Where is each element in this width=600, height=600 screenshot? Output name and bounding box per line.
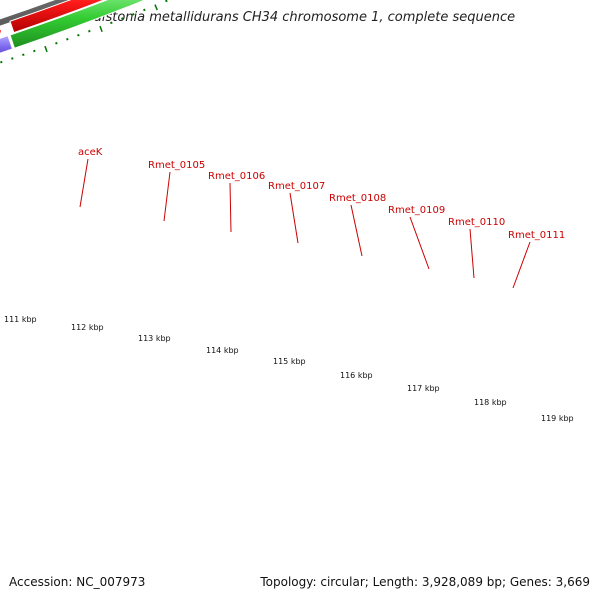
tick-mark — [154, 4, 158, 11]
gene-label: Rmet_0108 — [329, 193, 386, 204]
gene-label: Rmet_0107 — [268, 181, 325, 192]
gene-label-leader — [229, 182, 232, 233]
cds-arrow — [9, 0, 106, 34]
gene-block-left-edge — [0, 35, 14, 54]
tick-mark — [22, 53, 25, 57]
kbp-label: 117 kbp — [407, 384, 440, 393]
tick-mark — [143, 8, 146, 12]
gene-label-leader — [409, 216, 430, 270]
kbp-label: 119 kbp — [541, 414, 574, 423]
tick-mark — [165, 0, 168, 3]
tick-mark — [33, 49, 36, 53]
accession-text: Accession: NC_007973 — [9, 575, 146, 589]
tick-mark — [77, 33, 80, 37]
topology-text: Topology: circular; Length: 3,928,089 bp… — [260, 575, 590, 589]
tick-mark — [88, 29, 91, 33]
tick-mark — [121, 17, 124, 20]
gene-label: Rmet_0111 — [508, 230, 565, 241]
kbp-label: 113 kbp — [138, 334, 171, 343]
kbp-label: 114 kbp — [206, 346, 239, 355]
kbp-label: 118 kbp — [474, 398, 507, 407]
gene-label-leader — [289, 192, 299, 244]
gene-label: Rmet_0105 — [148, 160, 205, 171]
gene-label-leader — [163, 171, 171, 222]
tick-mark — [66, 37, 69, 41]
kbp-label: 116 kbp — [340, 371, 373, 380]
map-title: Ralstonia metallidurans CH34 chromosome … — [84, 10, 516, 25]
gene-label-leader — [79, 158, 89, 208]
tick-mark — [110, 21, 113, 25]
cds-arrow — [0, 28, 3, 37]
kbp-label: 115 kbp — [273, 357, 306, 366]
tick-mark — [132, 12, 135, 16]
gene-label-leader — [469, 228, 475, 279]
gene-label: Rmet_0106 — [208, 171, 265, 182]
tick-mark — [11, 57, 14, 60]
tick-mark — [99, 25, 103, 32]
tick-mark — [55, 41, 58, 45]
tick-mark — [0, 60, 3, 64]
kbp-label: 112 kbp — [71, 323, 104, 332]
topology-value: Topology: circular; Length: 3,928,089 bp… — [260, 575, 590, 589]
tick-mark — [44, 45, 48, 53]
gene-label: Rmet_0109 — [388, 205, 445, 216]
gene-block-rmet-0105 — [142, 0, 147, 2]
gene-label-leader — [350, 204, 363, 257]
gene-label: Rmet_0110 — [448, 217, 505, 228]
gene-label-leader — [512, 241, 531, 289]
kbp-label: 111 kbp — [4, 315, 37, 324]
gene-label: aceK — [78, 147, 103, 158]
